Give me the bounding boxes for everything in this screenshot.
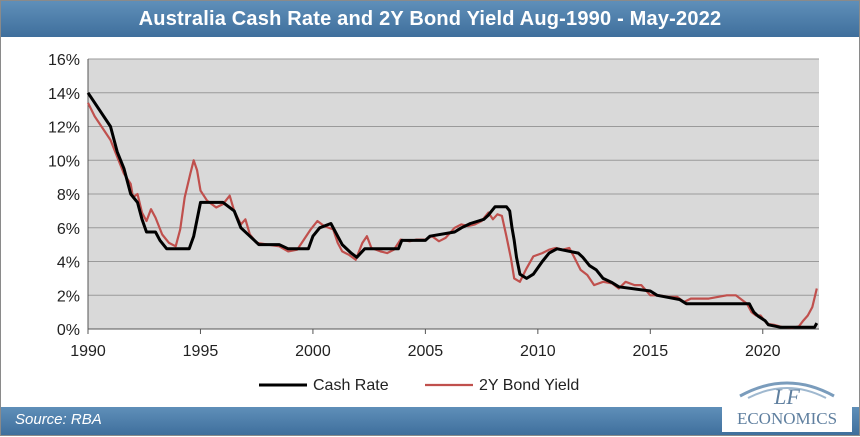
y-axis-ticks: 0% 2% 4% 6% 8% 10% 12% 14% 16% [48, 52, 80, 339]
legend-cash-rate-label: Cash Rate [313, 377, 389, 394]
y-tick-label: 16% [48, 52, 80, 69]
title-bar: Australia Cash Rate and 2Y Bond Yield Au… [1, 1, 859, 37]
y-tick-label: 10% [48, 153, 80, 170]
x-axis-ticks: 1990 1995 2000 2005 2010 2015 2020 [70, 329, 781, 360]
y-tick-label: 4% [57, 255, 80, 272]
logo-economics: ECONOMICS [737, 409, 837, 428]
footer-bar: Source: RBA [1, 407, 859, 435]
lf-economics-logo: LF ECONOMICS [722, 366, 852, 432]
series-line-2y-bond-yield [87, 102, 818, 330]
y-tick-label: 12% [48, 120, 80, 137]
source-note: Source: RBA [15, 411, 102, 428]
chart-title: Australia Cash Rate and 2Y Bond Yield Au… [138, 7, 722, 30]
x-tick-label: 2000 [295, 343, 331, 360]
y-tick-label: 14% [48, 86, 80, 103]
x-tick-label: 1995 [183, 343, 219, 360]
x-tick-label: 2015 [633, 343, 669, 360]
series-line-cash-rate [86, 91, 819, 329]
y-tick-label: 6% [57, 221, 80, 238]
y-tick-label: 2% [57, 288, 80, 305]
line-chart: 0% 2% 4% 6% 8% 10% 12% 14% 16% 1990 1995 2000 2005 2… [48, 52, 819, 394]
gridlines [87, 58, 819, 330]
legend-2y-bond-yield-label: 2Y Bond Yield [479, 377, 579, 394]
x-tick-label: 2005 [408, 343, 444, 360]
legend: Cash Rate 2Y Bond Yield [259, 377, 579, 394]
y-tick-label: 8% [57, 187, 80, 204]
x-tick-label: 1990 [70, 343, 106, 360]
chart-area: 0% 2% 4% 6% 8% 10% 12% 14% 16% 1990 1995 2000 2005 2… [1, 37, 859, 407]
series-lines [86, 91, 819, 330]
x-tick-label: 2010 [520, 343, 556, 360]
y-tick-label: 0% [57, 322, 80, 339]
x-tick-label: 2020 [745, 343, 781, 360]
logo-lf: LF [773, 384, 800, 409]
